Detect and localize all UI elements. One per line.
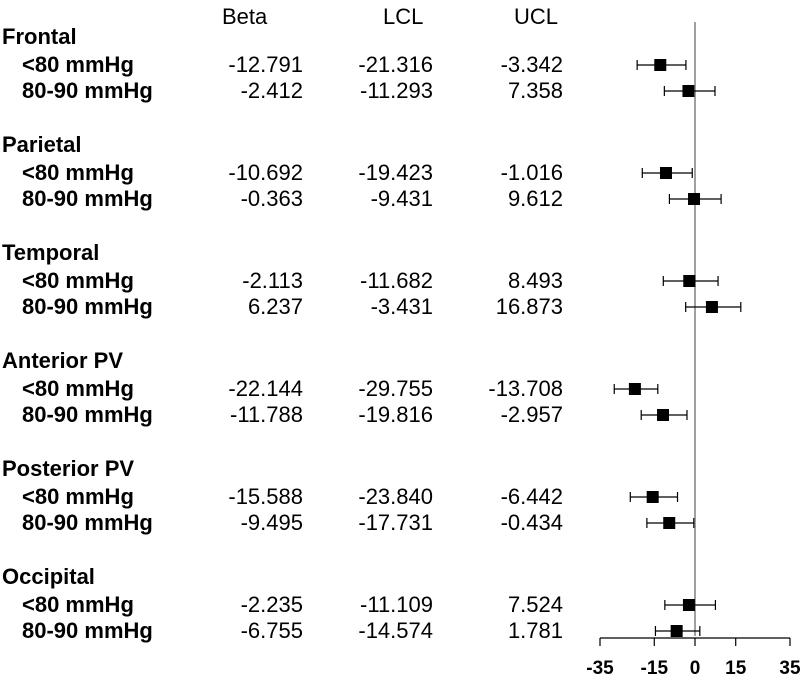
header-beta: Beta: [222, 4, 268, 29]
row-label: <80 mmHg: [22, 592, 134, 617]
lcl-value: -14.574: [358, 618, 433, 643]
row-label: 80-90 mmHg: [22, 618, 153, 643]
beta-value: -11.788: [230, 402, 303, 427]
header-ucl: UCL: [514, 4, 559, 29]
row-label: <80 mmHg: [22, 268, 134, 293]
beta-marker: [705, 301, 718, 313]
group-label: Frontal: [2, 24, 77, 49]
ucl-value: -6.442: [500, 484, 563, 509]
row-label: 80-90 mmHg: [22, 510, 153, 535]
ucl-value: 16.873: [495, 294, 563, 319]
beta-value: -6.755: [240, 618, 303, 643]
beta-marker: [670, 625, 683, 637]
lcl-value: -19.816: [358, 402, 433, 427]
group-label: Temporal: [2, 240, 100, 265]
row-label: <80 mmHg: [22, 484, 134, 509]
ucl-value: -2.957: [500, 402, 563, 427]
row-label: <80 mmHg: [22, 52, 134, 77]
ucl-value: 9.612: [507, 186, 563, 211]
group-label: Posterior PV: [2, 456, 135, 481]
ucl-value: 1.781: [507, 618, 563, 643]
row-label: <80 mmHg: [22, 160, 134, 185]
ucl-value: 7.524: [507, 592, 563, 617]
beta-marker: [682, 85, 695, 97]
beta-marker: [628, 383, 641, 395]
beta-marker: [663, 517, 676, 529]
lcl-value: -3.431: [370, 294, 433, 319]
x-tick-label: 15: [725, 658, 747, 679]
beta-value: -2.113: [242, 268, 303, 293]
beta-marker: [654, 59, 667, 71]
lcl-value: -17.731: [358, 510, 433, 535]
beta-marker: [646, 491, 659, 503]
beta-value: -10.692: [228, 160, 303, 185]
row-label: <80 mmHg: [22, 376, 134, 401]
group-label: Anterior PV: [2, 348, 124, 373]
lcl-value: -11.109: [360, 592, 433, 617]
beta-value: -9.495: [240, 510, 303, 535]
lcl-value: -29.755: [358, 376, 433, 401]
ucl-value: -0.434: [500, 510, 563, 535]
ucl-value: -13.708: [488, 376, 563, 401]
x-tick-label: 35: [779, 658, 800, 679]
beta-value: -12.791: [228, 52, 303, 77]
row-label: 80-90 mmHg: [22, 402, 153, 427]
lcl-value: -19.423: [358, 160, 433, 185]
group-label: Occipital: [2, 564, 95, 589]
row-label: 80-90 mmHg: [22, 78, 153, 103]
row-label: 80-90 mmHg: [22, 186, 153, 211]
beta-marker: [659, 167, 672, 179]
x-tick-label: -35: [586, 658, 614, 679]
beta-marker: [657, 409, 670, 421]
beta-marker: [688, 193, 701, 205]
ucl-value: -3.342: [500, 52, 563, 77]
beta-marker: [682, 599, 695, 611]
beta-value: 6.237: [247, 294, 303, 319]
lcl-value: -9.431: [370, 186, 433, 211]
x-tick-label: -15: [641, 658, 669, 679]
row-label: 80-90 mmHg: [22, 294, 153, 319]
x-tick-label: 0: [690, 658, 701, 679]
lcl-value: -21.316: [358, 52, 433, 77]
lcl-value: -11.682: [360, 268, 433, 293]
lcl-value: -11.293: [360, 78, 433, 103]
beta-value: -0.363: [240, 186, 303, 211]
beta-marker: [683, 275, 696, 287]
header-lcl: LCL: [383, 4, 424, 29]
ucl-value: 7.358: [507, 78, 563, 103]
ucl-value: -1.016: [500, 160, 563, 185]
lcl-value: -23.840: [358, 484, 433, 509]
beta-value: -22.144: [228, 376, 303, 401]
ucl-value: 8.493: [507, 268, 563, 293]
group-label: Parietal: [2, 132, 82, 157]
beta-value: -2.235: [240, 592, 303, 617]
beta-value: -15.588: [228, 484, 303, 509]
beta-value: -2.412: [240, 78, 303, 103]
